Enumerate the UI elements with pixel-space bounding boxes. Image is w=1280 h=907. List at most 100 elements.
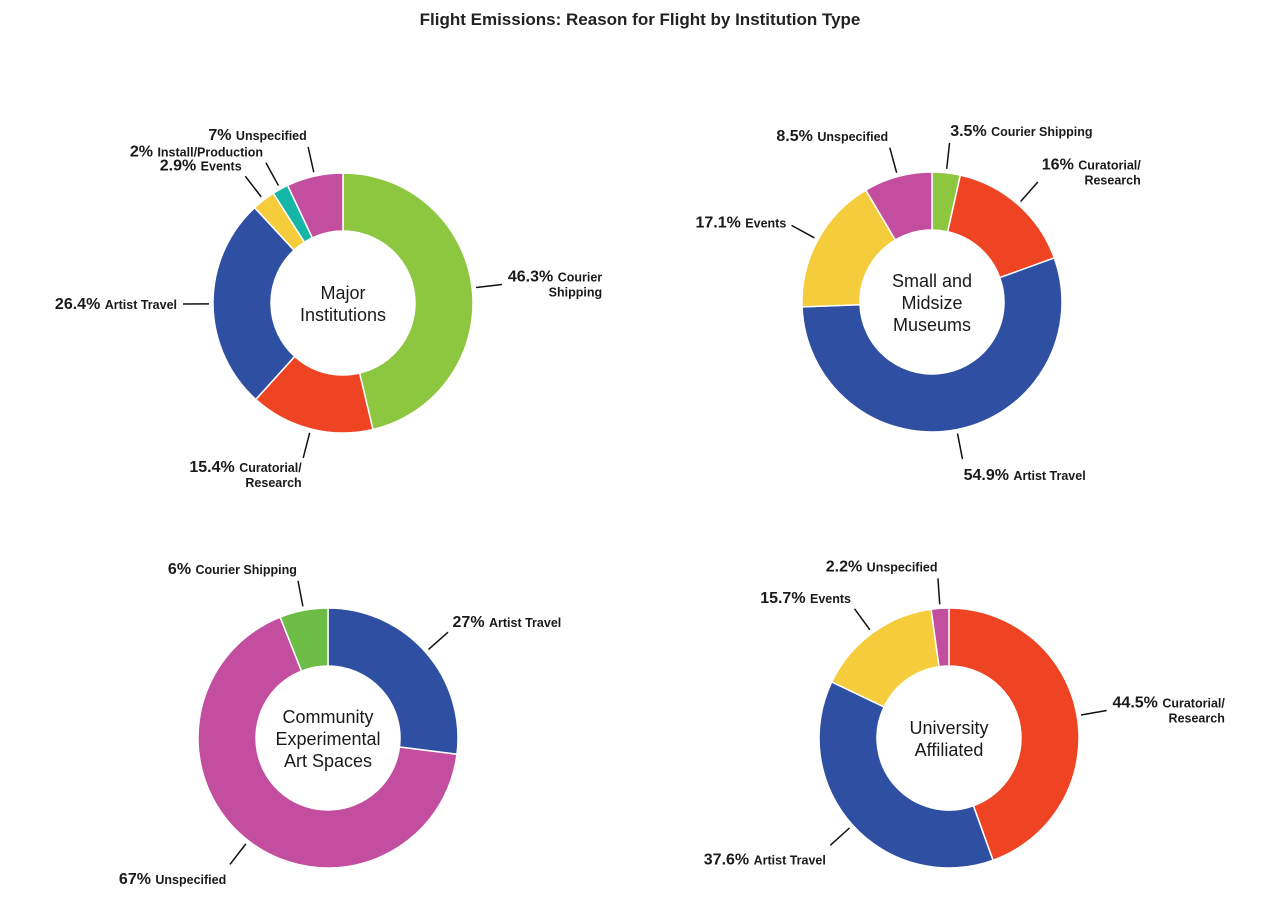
donut-slice xyxy=(801,257,1063,433)
slice-category: Events xyxy=(201,160,242,174)
slice-category: Unspecified xyxy=(236,129,307,143)
donut-chart: 3.5% Courier Shipping 16% Curatorial/Rese… xyxy=(695,123,1141,484)
slice-category: Artist Travel xyxy=(754,853,826,867)
slice-value: 2% xyxy=(130,144,158,161)
slice-label: 16% Curatorial/ xyxy=(1042,156,1142,173)
donut-chart: 27% Artist Travel 67% Unspecified 6% Couri… xyxy=(119,561,561,888)
slice-label: 15.7% Events xyxy=(760,590,851,607)
leader-line xyxy=(297,580,304,607)
slice-value: 44.5% xyxy=(1113,694,1163,711)
donut-slice xyxy=(212,206,296,401)
slice-category: Artist Travel xyxy=(1013,469,1085,483)
slice-category: Unspecified xyxy=(817,130,888,144)
donut-center-title: University xyxy=(909,718,988,738)
slice-label: 2% Install/Production xyxy=(130,144,263,161)
slice-label: 7% Unspecified xyxy=(208,127,306,144)
leader-line xyxy=(1020,181,1039,202)
slice-value: 2.9% xyxy=(160,158,201,175)
donut-slice xyxy=(279,607,329,673)
slice-category: Research xyxy=(245,476,301,490)
slice-category: Events xyxy=(745,216,786,230)
slice-label: 46.3% Courier xyxy=(508,269,602,286)
leader-line xyxy=(229,843,247,865)
slice-category: Events xyxy=(810,592,851,606)
slice-category: Install/Production xyxy=(157,146,263,160)
leader-line xyxy=(302,432,311,459)
donut-center-title: Experimental xyxy=(275,729,380,749)
slice-label: 26.4% Artist Travel xyxy=(55,296,177,313)
donut-center-title: Community xyxy=(282,707,373,727)
donut-slice xyxy=(327,607,459,756)
donut-slice xyxy=(286,172,344,239)
slice-category: Unspecified xyxy=(867,560,938,574)
slice-category: Curatorial/ xyxy=(1162,696,1225,710)
leader-line xyxy=(889,147,898,173)
leader-line xyxy=(956,433,964,460)
leader-line xyxy=(1080,709,1107,716)
donut-center-title: Affiliated xyxy=(915,740,984,760)
slice-category: Research xyxy=(1169,711,1225,725)
leader-line xyxy=(476,283,503,289)
slice-category: Courier xyxy=(558,271,603,285)
slice-label: 67% Unspecified xyxy=(119,871,226,888)
slice-value: 27% xyxy=(453,614,489,631)
slice-value: 2.2% xyxy=(826,558,867,575)
slice-label: 3.5% Courier Shipping xyxy=(950,123,1092,140)
leader-line xyxy=(791,224,815,239)
slice-category: Research xyxy=(1084,173,1140,187)
leader-line xyxy=(265,162,280,186)
slice-label: 2.2% Unspecified xyxy=(826,558,938,575)
slice-value: 6% xyxy=(168,561,196,578)
donut-slice xyxy=(818,680,994,869)
slice-label: 17.1% Events xyxy=(695,214,786,231)
slice-category: Artist Travel xyxy=(489,616,561,630)
leader-line xyxy=(853,608,871,631)
donut-slice xyxy=(930,607,950,668)
slice-value: 15.4% xyxy=(189,459,239,476)
slice-category: Courier Shipping xyxy=(991,125,1092,139)
slice-value: 16% xyxy=(1042,156,1078,173)
leader-line xyxy=(945,142,951,169)
leader-line xyxy=(244,175,262,198)
donut-center-title: Institutions xyxy=(300,305,386,325)
slice-value: 7% xyxy=(208,127,236,144)
donut-center-title: Small and xyxy=(892,271,972,291)
slice-value: 8.5% xyxy=(776,128,817,145)
slice-value: 67% xyxy=(119,871,155,888)
slice-label: 54.9% Artist Travel xyxy=(964,467,1086,484)
slice-category: Curatorial/ xyxy=(239,461,302,475)
slice-label: 6% Courier Shipping xyxy=(168,561,297,578)
slice-label: 8.5% Unspecified xyxy=(776,128,888,145)
leader-line xyxy=(937,578,941,605)
leader-line xyxy=(428,631,449,650)
donut-chart: 44.5% Curatorial/Research 37.6% Artist Tr… xyxy=(704,558,1226,869)
slice-value: 17.1% xyxy=(695,214,745,231)
slice-category: Courier Shipping xyxy=(196,563,297,577)
donut-center-title: Art Spaces xyxy=(284,751,372,771)
slice-value: 54.9% xyxy=(964,467,1014,484)
slice-category: Unspecified xyxy=(155,873,226,887)
slice-label: 27% Artist Travel xyxy=(453,614,562,631)
slice-value: 15.7% xyxy=(760,590,810,607)
slice-category: Shipping xyxy=(549,286,602,300)
leader-line xyxy=(829,827,851,846)
slice-category: Artist Travel xyxy=(105,298,177,312)
donut-slice xyxy=(948,607,1080,862)
chart-title: Flight Emissions: Reason for Flight by I… xyxy=(419,10,861,29)
donut-center-title: Museums xyxy=(893,315,971,335)
donut-slice xyxy=(197,616,458,869)
donut-center-title: Midsize xyxy=(901,293,962,313)
slice-label: 37.6% Artist Travel xyxy=(704,851,826,868)
slice-value: 46.3% xyxy=(508,269,558,286)
donut-slice xyxy=(864,171,933,242)
slice-value: 3.5% xyxy=(950,123,991,140)
slice-label: 44.5% Curatorial/ xyxy=(1113,694,1226,711)
slice-label: 15.4% Curatorial/ xyxy=(189,459,302,476)
slice-category: Curatorial/ xyxy=(1078,158,1141,172)
slice-label: 2.9% Events xyxy=(160,158,242,175)
donut-slice xyxy=(946,174,1056,279)
slice-value: 26.4% xyxy=(55,296,105,313)
leader-line xyxy=(307,146,315,173)
